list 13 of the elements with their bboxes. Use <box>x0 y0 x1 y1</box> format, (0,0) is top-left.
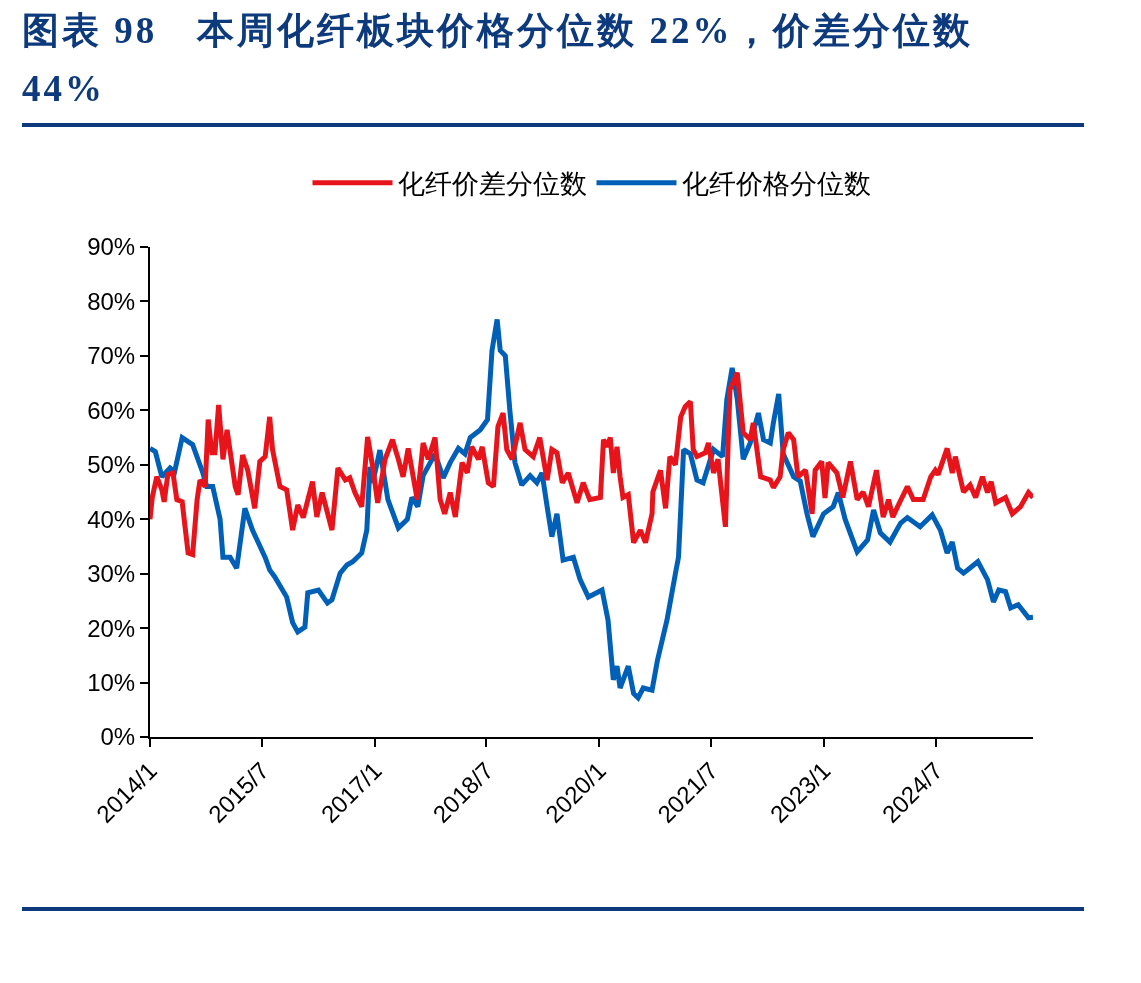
y-tick-label: 60% <box>87 396 136 424</box>
chart-title: 图表 98 本周化纤板块价格分位数 22%，价差分位数 44% <box>22 9 974 111</box>
y-tick-label: 0% <box>100 723 136 751</box>
y-tick-label: 50% <box>87 451 136 479</box>
y-tick-label: 90% <box>87 233 136 261</box>
y-tick-label: 10% <box>87 668 136 696</box>
legend-label: 化纤价差分位数 <box>397 168 587 200</box>
y-tick-label: 40% <box>87 505 136 533</box>
y-tick-label: 20% <box>87 614 136 642</box>
y-tick-label: 30% <box>87 560 136 588</box>
y-tick-label: 70% <box>87 342 136 370</box>
legend-label: 化纤价格分位数 <box>681 168 871 200</box>
y-tick-label: 80% <box>87 287 136 315</box>
